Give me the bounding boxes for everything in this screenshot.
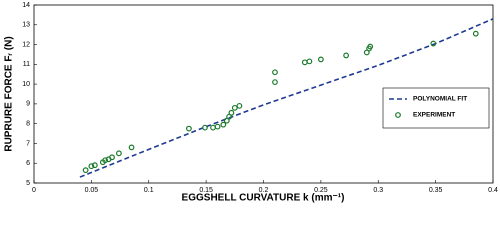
x-tick-label: 0.25 [314,187,328,194]
y-tick-label: 7 [26,140,30,147]
y-tick-label: 8 [26,121,30,128]
y-tick-label: 10 [22,81,30,88]
legend-swatch [395,112,401,118]
data-point [210,124,216,131]
data-point [116,150,122,157]
data-point [306,58,313,65]
data-point [91,162,98,169]
data-point [317,56,324,63]
legend-label: POLYNOMIAL FIT [413,96,467,103]
legend-box [382,87,490,129]
data-point [202,124,208,131]
data-point [430,40,437,47]
x-tick-label: 0.15 [199,187,213,194]
legend-label: EXPERIMENT [413,112,455,119]
data-point [367,43,374,50]
y-axis-title: RUPRURE FORCE Fᵣ (N) [4,36,15,151]
x-tick-label: 0.2 [259,187,269,194]
data-point [214,123,221,130]
x-tick-label: 0.35 [429,187,443,194]
data-point [231,104,238,111]
y-tick-label: 9 [26,101,30,108]
data-point [301,59,308,66]
x-tick-label: 0.1 [144,187,154,194]
data-point [82,167,89,174]
fit-line [79,18,494,178]
data-point [220,121,227,128]
x-axis-title: EGGSHELL CURVATURE k (mm⁻¹) [182,193,345,204]
y-tick-label: 6 [26,160,30,167]
data-point [472,30,479,37]
y-tick-label: 13 [22,22,30,29]
data-point [228,109,235,116]
data-point [343,52,350,59]
y-tick-label: 11 [23,61,30,68]
data-point [128,144,135,151]
data-point [236,102,243,109]
data-point [102,157,109,164]
x-tick-label: 0.05 [85,187,99,194]
y-tick-label: 12 [22,41,30,48]
chart: EGGSHELL CURVATURE k (mm⁻¹) RUPRURE FORC… [4,2,498,204]
data-point [272,69,278,76]
data-point [272,79,278,86]
data-point [88,163,95,170]
x-tick-label: 0 [32,187,36,194]
data-point [186,125,192,132]
data-point [109,154,115,161]
y-tick-label: 5 [26,180,30,187]
x-tick-label: 0.4 [488,187,498,194]
x-tick-label: 0.3 [373,187,383,194]
y-tick-label: 14 [22,2,30,9]
